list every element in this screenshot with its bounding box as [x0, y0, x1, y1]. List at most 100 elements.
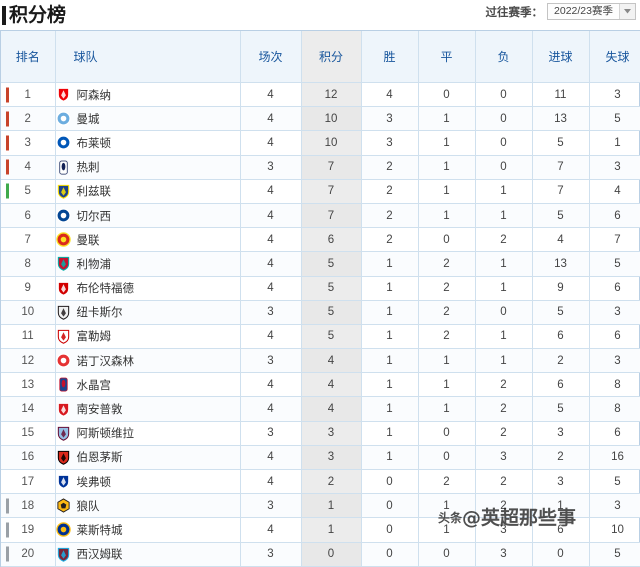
season-select[interactable]: 2022/23赛季: [547, 3, 636, 20]
cell-lost: 0: [475, 106, 533, 132]
cell-goals-for: 1: [532, 493, 590, 519]
cell-goals-for: 13: [532, 106, 590, 132]
cell-drawn: 0: [418, 82, 476, 108]
cell-team[interactable]: 伯恩茅斯: [55, 445, 241, 471]
cell-points: 7: [301, 155, 362, 180]
column-header-drawn[interactable]: 平: [418, 31, 476, 83]
cell-team[interactable]: 水晶宫: [55, 372, 241, 398]
cell-drawn: 1: [418, 493, 476, 519]
standings-table: 排名 球队 场次 积分 胜 平 负 进球 失球 净胜球 1阿森纳41240011…: [1, 31, 640, 567]
cell-lost: 1: [475, 348, 533, 374]
rank-status-flag: [6, 183, 9, 199]
cell-played: 3: [240, 542, 302, 567]
column-header-played[interactable]: 场次: [240, 31, 302, 83]
column-header-lost[interactable]: 负: [475, 31, 533, 83]
column-header-team[interactable]: 球队: [55, 31, 241, 83]
column-header-goals-for[interactable]: 进球: [532, 31, 590, 83]
team-name: 诺丁汉森林: [76, 355, 135, 368]
team-name: 布伦特福德: [76, 283, 135, 296]
cell-team[interactable]: 布莱顿: [55, 130, 241, 156]
table-row[interactable]: 4热刺37210734: [1, 155, 640, 180]
team-name: 南安普敦: [76, 404, 123, 417]
table-header-row: 排名 球队 场次 积分 胜 平 负 进球 失球 净胜球: [1, 31, 640, 83]
team-name: 布莱顿: [76, 137, 112, 150]
cell-team[interactable]: 切尔西: [55, 203, 241, 229]
cell-team[interactable]: 诺丁汉森林: [55, 348, 241, 374]
cell-team[interactable]: 利兹联: [55, 179, 241, 204]
rank-value: 7: [24, 233, 31, 246]
cell-team[interactable]: 曼联: [55, 227, 241, 253]
cell-team[interactable]: 狼队: [55, 493, 241, 519]
cell-team[interactable]: 莱斯特城: [55, 517, 241, 543]
cell-team[interactable]: 埃弗顿: [55, 469, 241, 495]
page-header: 积分榜 过往赛季： 2022/23赛季: [0, 0, 640, 30]
cell-played: 4: [240, 372, 302, 398]
table-row[interactable]: 5利兹联47211743: [1, 179, 640, 204]
cell-points: 1: [301, 517, 362, 543]
title-wrap: 积分榜: [0, 5, 66, 25]
team-name: 狼队: [76, 500, 100, 513]
cell-team[interactable]: 南安普敦: [55, 396, 241, 422]
table-row[interactable]: 8利物浦451211358: [1, 251, 640, 277]
cell-drawn: 2: [418, 251, 476, 277]
west-ham-crest: [56, 547, 71, 562]
cell-team[interactable]: 利物浦: [55, 251, 241, 277]
cell-points: 3: [301, 445, 362, 471]
table-row[interactable]: 2曼城4103101358: [1, 106, 640, 132]
column-header-won[interactable]: 胜: [361, 31, 419, 83]
table-row[interactable]: 9布伦特福德45121963: [1, 276, 640, 301]
cell-rank: 17: [1, 469, 56, 495]
cell-drawn: 1: [418, 372, 476, 398]
table-row[interactable]: 1阿森纳4124001138: [1, 82, 640, 108]
cell-won: 1: [361, 396, 419, 422]
standings-body: 1阿森纳41240011382曼城41031013583布莱顿410310514…: [1, 82, 640, 567]
cell-goals-against: 1: [589, 130, 640, 156]
cell-points: 2: [301, 469, 362, 495]
cell-rank: 15: [1, 421, 56, 446]
cell-team[interactable]: 阿斯顿维拉: [55, 421, 241, 446]
team-name: 利物浦: [76, 258, 112, 271]
cell-team[interactable]: 纽卡斯尔: [55, 300, 241, 325]
chevron-down-icon[interactable]: [619, 4, 635, 19]
cell-goals-for: 13: [532, 251, 590, 277]
cell-drawn: 1: [418, 203, 476, 229]
cell-rank: 19: [1, 517, 56, 543]
cell-played: 4: [240, 324, 302, 350]
rank-value: 19: [21, 523, 35, 536]
table-row[interactable]: 10纽卡斯尔35120532: [1, 300, 640, 325]
cell-points: 0: [301, 542, 362, 567]
column-header-rank[interactable]: 排名: [1, 31, 56, 83]
season-label: 过往赛季：: [485, 6, 544, 19]
cell-lost: 2: [475, 372, 533, 398]
column-header-points[interactable]: 积分: [301, 31, 362, 83]
column-header-goals-against[interactable]: 失球: [589, 31, 640, 83]
cell-rank: 16: [1, 445, 56, 471]
rank-status-flag: [6, 522, 9, 538]
cell-won: 1: [361, 372, 419, 398]
rank-value: 9: [24, 282, 31, 295]
cell-team[interactable]: 阿森纳: [55, 82, 241, 108]
rank-value: 1: [24, 88, 31, 101]
rank-value: 17: [21, 475, 35, 488]
cell-team[interactable]: 西汉姆联: [55, 542, 241, 567]
cell-team[interactable]: 富勒姆: [55, 324, 241, 350]
cell-team[interactable]: 布伦特福德: [55, 276, 241, 301]
table-row[interactable]: 11富勒姆45121660: [1, 324, 640, 350]
cell-played: 4: [240, 469, 302, 495]
leicester-crest: [55, 522, 71, 538]
cell-team[interactable]: 曼城: [55, 106, 241, 132]
rank-value: 14: [21, 403, 35, 416]
cell-team[interactable]: 热刺: [55, 155, 241, 180]
